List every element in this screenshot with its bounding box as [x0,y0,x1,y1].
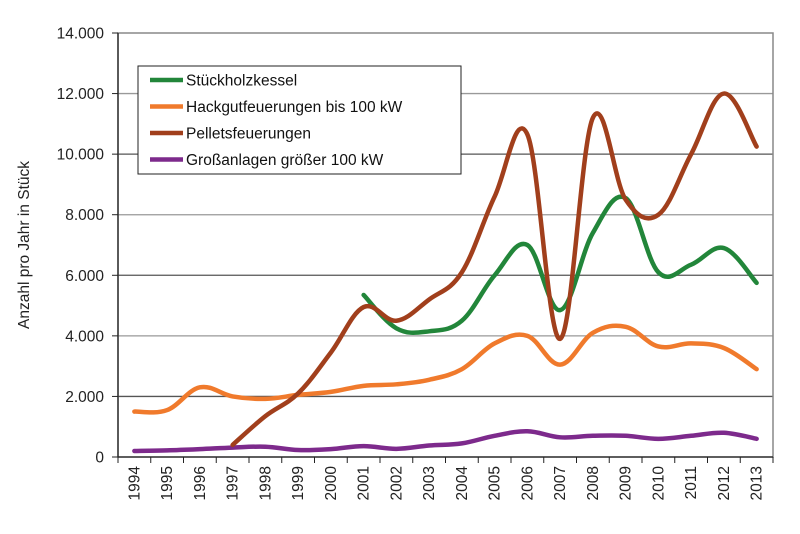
y-axis-label: Anzahl pro Jahr in Stück [16,161,33,329]
series-line-2 [230,91,759,448]
x-tick-label: 2004 [454,466,471,501]
y-tick-label: 14.000 [57,26,105,43]
series-line-0 [361,194,759,336]
x-tick-label: 2007 [552,466,569,500]
series-line-3 [132,429,759,454]
x-tick-label: 2009 [618,466,635,500]
x-tick-label: 2011 [683,466,700,499]
legend-label: Großanlagen größer 100 kW [186,152,384,169]
y-tick-label: 12.000 [57,86,105,103]
y-tick-label: 2.000 [65,389,104,406]
x-tick-label: 1998 [257,466,274,500]
y-tick-label: 6.000 [65,268,104,285]
x-tick-label: 2013 [749,466,766,500]
series-lines [132,91,759,454]
legend-label: Pelletsfeuerungen [186,126,311,143]
y-tick-label: 10.000 [57,147,105,164]
series-line-1 [132,323,759,415]
x-tick-label: 2010 [650,466,667,501]
x-tick-label: 1997 [225,466,242,500]
x-tick-label: 1995 [159,466,176,500]
legend-label: Hackgutfeuerungen bis 100 kW [186,99,403,116]
legend: Stückholzkessel Hackgutfeuerungen bis 100… [137,65,462,175]
x-tick-label: 1996 [192,466,209,500]
x-tick-label: 2002 [388,466,405,500]
y-tick-label: 8.000 [65,207,104,224]
x-axis: 1994 1995 1996 1997 1998 1999 2000 2001 2002 2003… [117,456,774,501]
x-tick-label: 2005 [487,466,504,500]
x-tick-label: 1994 [126,466,143,501]
x-tick-label: 2001 [356,466,373,500]
y-tick-label: 0 [95,450,104,467]
x-tick-label: 2008 [585,466,602,500]
legend-label: Stückholzkessel [186,73,297,90]
x-tick-label: 2012 [716,466,733,500]
x-tick-label: 2000 [323,466,340,501]
x-tick-label: 1999 [290,466,307,500]
x-tick-label: 2006 [519,466,536,500]
legend-box [137,65,462,175]
y-axis: 0 2.000 4.000 6.000 8.000 10.000 12.000 14.000 [57,26,119,467]
y-tick-label: 4.000 [65,328,104,345]
x-tick-label: 2003 [421,466,438,500]
